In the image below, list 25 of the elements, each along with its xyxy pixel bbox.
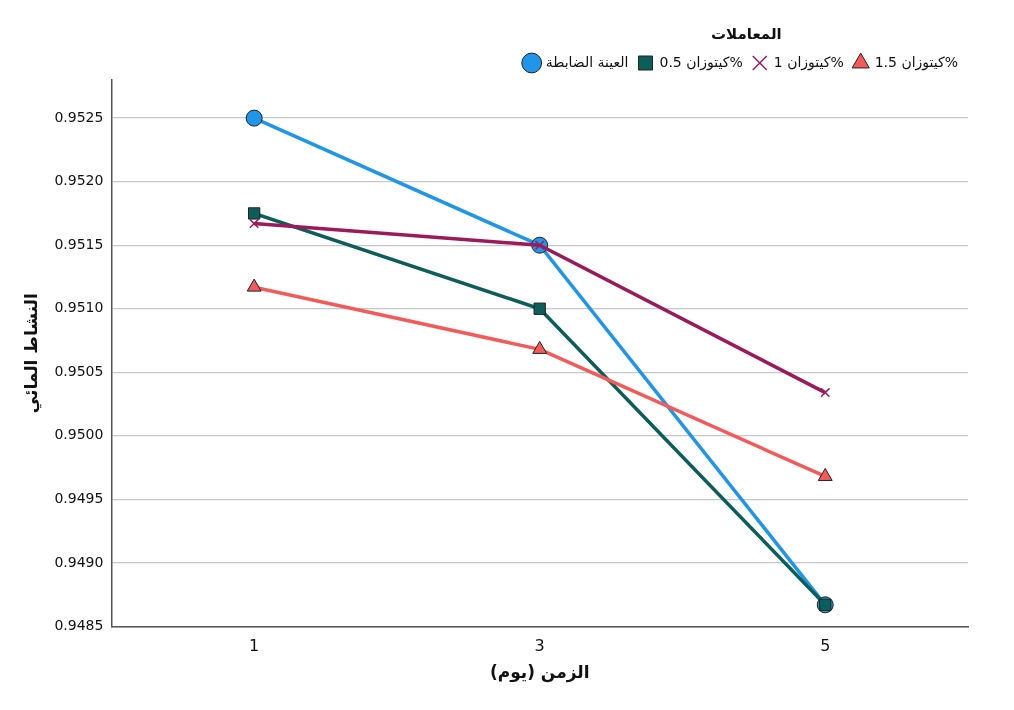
point	[820, 387, 831, 398]
x-tick-label: 1	[249, 636, 260, 656]
x-tick-label: 3	[534, 636, 545, 656]
legend-title: المعاملات	[711, 25, 782, 44]
legend-label: كيتوزان 0.5%	[659, 53, 743, 71]
y-tick-label: 0.9505	[54, 362, 104, 379]
point	[248, 207, 261, 220]
y-axis-title: النشاط المائي	[20, 293, 42, 414]
point	[246, 278, 262, 292]
point	[245, 109, 263, 127]
y-tick-label: 0.9490	[54, 553, 104, 570]
x-axis-title: الزمن (يوم)	[489, 662, 590, 684]
legend-label: كيتوزان 1.5%	[874, 53, 959, 71]
y-tick-label: 0.9500	[54, 426, 104, 443]
x-tick-label: 5	[820, 636, 831, 656]
legend-label: العينة الضابطة	[545, 53, 629, 70]
y-tick-label: 0.9510	[54, 299, 104, 316]
y-tick-label: 0.9495	[54, 489, 104, 506]
y-tick-label: 0.9485	[54, 617, 104, 634]
point	[533, 302, 546, 315]
y-tick-label: 0.9525	[54, 108, 104, 125]
y-tick-label: 0.9515	[54, 235, 104, 252]
legend-label: كيتوزان 1%	[773, 53, 844, 71]
point	[249, 218, 260, 229]
y-tick-label: 0.9520	[54, 172, 104, 189]
